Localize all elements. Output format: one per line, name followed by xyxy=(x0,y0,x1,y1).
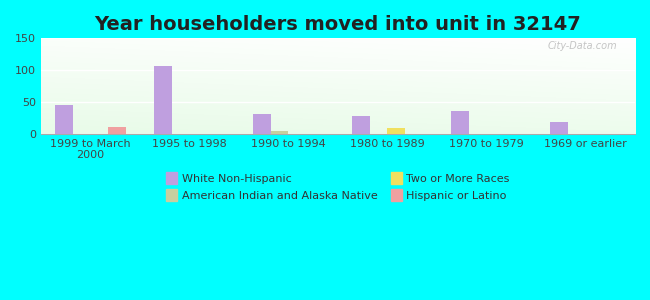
Bar xyxy=(550,122,567,134)
Bar xyxy=(108,128,126,134)
Title: Year householders moved into unit in 32147: Year householders moved into unit in 321… xyxy=(94,15,581,34)
Bar xyxy=(253,114,270,134)
Bar xyxy=(387,128,405,134)
Bar xyxy=(352,116,370,134)
Text: City-Data.com: City-Data.com xyxy=(547,41,618,51)
Bar xyxy=(451,111,469,134)
Legend: White Non-Hispanic, American Indian and Alaska Native, Two or More Races, Hispan: White Non-Hispanic, American Indian and … xyxy=(162,168,514,205)
Bar xyxy=(270,130,289,134)
Bar xyxy=(154,66,172,134)
Bar xyxy=(55,104,73,134)
